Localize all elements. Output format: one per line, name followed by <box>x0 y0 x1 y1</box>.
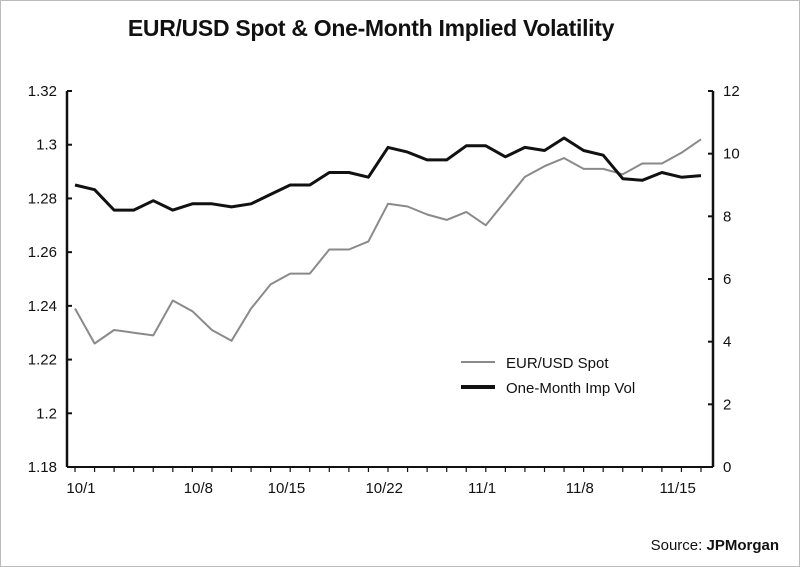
right-tick-label: 12 <box>723 83 740 100</box>
x-tick-label: 11/15 <box>659 480 695 497</box>
left-tick-label: 1.24 <box>28 298 57 315</box>
right-tick-label: 0 <box>723 459 731 476</box>
series-line-vol <box>74 136 702 212</box>
left-tick-label: 1.26 <box>28 244 57 261</box>
source-name: JPMorgan <box>706 537 779 554</box>
left-tick-label: 1.32 <box>28 83 57 100</box>
source-label: Source: <box>650 537 703 554</box>
x-tick-label: 10/1 <box>66 480 95 497</box>
left-tick-label: 1.2 <box>36 405 57 422</box>
series-line-spot <box>74 138 702 345</box>
right-tick-label: 10 <box>723 146 740 163</box>
x-tick-label: 11/1 <box>468 480 496 497</box>
right-tick-label: 2 <box>723 396 731 413</box>
chart-title: EUR/USD Spot & One-Month Implied Volatil… <box>127 15 615 41</box>
right-tick-label: 8 <box>723 208 731 225</box>
left-tick-label: 1.18 <box>28 459 57 476</box>
left-tick-label: 1.28 <box>28 190 57 207</box>
legend-label: EUR/USD Spot <box>506 355 609 372</box>
left-tick-label: 1.22 <box>28 352 57 369</box>
right-tick-label: 4 <box>723 334 731 351</box>
source-note: Source: JPMorgan <box>651 537 779 554</box>
x-tick-label: 10/22 <box>365 480 403 497</box>
right-tick-label: 6 <box>723 271 731 288</box>
x-tick-label: 10/15 <box>268 480 306 497</box>
left-tick-label: 1.3 <box>36 137 57 154</box>
x-tick-label: 11/8 <box>566 480 594 497</box>
x-tick-label: 10/8 <box>184 480 213 497</box>
legend-label: One-Month Imp Vol <box>506 380 635 397</box>
